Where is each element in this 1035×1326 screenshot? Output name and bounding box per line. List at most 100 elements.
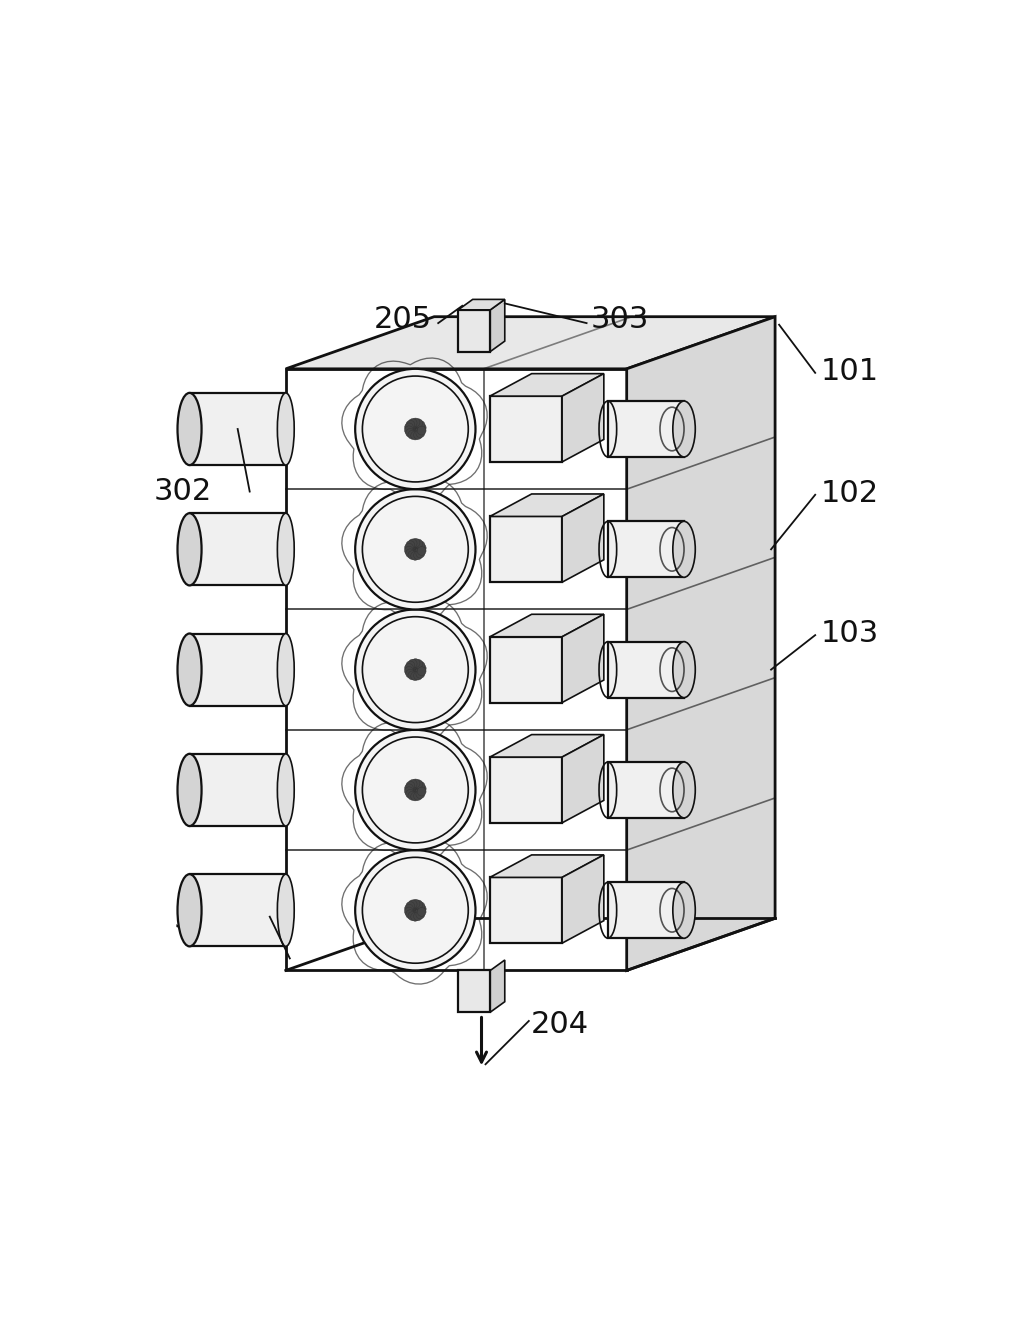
Circle shape [411,912,419,922]
Circle shape [416,670,424,678]
Circle shape [417,423,426,432]
Circle shape [407,542,415,552]
Circle shape [414,420,423,430]
Ellipse shape [277,513,294,585]
Circle shape [405,904,413,914]
Circle shape [409,662,418,671]
Circle shape [406,541,415,549]
Circle shape [409,789,418,797]
Circle shape [416,544,424,553]
Ellipse shape [277,874,294,947]
Circle shape [409,542,418,550]
Ellipse shape [277,634,294,705]
Circle shape [413,428,422,438]
Circle shape [409,908,418,918]
Circle shape [408,910,416,919]
Circle shape [409,660,417,670]
Circle shape [408,550,417,560]
Polygon shape [490,374,603,396]
Ellipse shape [673,882,696,939]
Circle shape [413,910,422,919]
Polygon shape [490,878,562,943]
Circle shape [411,424,420,434]
Polygon shape [608,400,684,457]
Circle shape [413,422,421,431]
Polygon shape [490,614,603,636]
Circle shape [414,906,423,915]
Circle shape [408,424,416,434]
Polygon shape [490,516,562,582]
Ellipse shape [673,400,696,457]
Circle shape [414,666,423,674]
Circle shape [414,902,423,911]
Circle shape [414,431,422,439]
Circle shape [416,423,424,432]
Circle shape [414,659,422,668]
Circle shape [408,545,416,554]
Circle shape [416,910,424,919]
Circle shape [409,668,418,678]
Circle shape [417,904,426,914]
Circle shape [414,782,423,790]
Circle shape [411,778,420,788]
Circle shape [411,785,420,794]
Circle shape [411,666,420,674]
Circle shape [414,545,423,554]
Circle shape [406,549,415,558]
Circle shape [416,902,425,911]
Polygon shape [490,757,562,823]
Circle shape [414,662,423,671]
Circle shape [411,418,420,427]
Circle shape [408,912,417,920]
Circle shape [406,781,415,790]
Circle shape [417,784,426,793]
Text: 301: 301 [174,906,232,935]
Circle shape [416,420,425,430]
Circle shape [414,419,422,427]
Ellipse shape [277,754,294,826]
Polygon shape [626,317,775,971]
Circle shape [405,544,413,552]
Circle shape [405,426,413,435]
Circle shape [408,431,417,439]
Ellipse shape [277,392,294,465]
Circle shape [406,902,415,911]
Circle shape [408,906,416,915]
Polygon shape [562,735,603,823]
Circle shape [406,426,415,435]
Polygon shape [189,754,286,826]
Polygon shape [562,495,603,582]
Circle shape [355,729,475,850]
Ellipse shape [673,521,696,577]
Circle shape [413,782,421,792]
Circle shape [415,788,424,797]
Circle shape [407,784,415,793]
Polygon shape [189,513,286,585]
Circle shape [414,792,422,801]
Circle shape [406,910,415,919]
Text: 205: 205 [374,305,433,334]
Circle shape [413,790,422,798]
Text: 102: 102 [821,479,879,508]
Circle shape [410,911,419,920]
Circle shape [407,663,415,672]
Polygon shape [459,300,505,310]
Circle shape [414,780,422,789]
Text: 303: 303 [591,305,649,334]
Circle shape [416,549,424,558]
Circle shape [408,789,416,798]
Polygon shape [459,971,491,1012]
Circle shape [416,790,424,798]
Circle shape [409,420,417,430]
Circle shape [408,659,417,668]
Circle shape [412,900,420,910]
Polygon shape [562,614,603,703]
Circle shape [411,906,420,915]
Circle shape [415,427,424,435]
Circle shape [408,428,416,438]
Circle shape [410,670,419,679]
Polygon shape [608,642,684,697]
Circle shape [406,907,415,916]
Polygon shape [490,735,603,757]
Polygon shape [286,317,775,369]
